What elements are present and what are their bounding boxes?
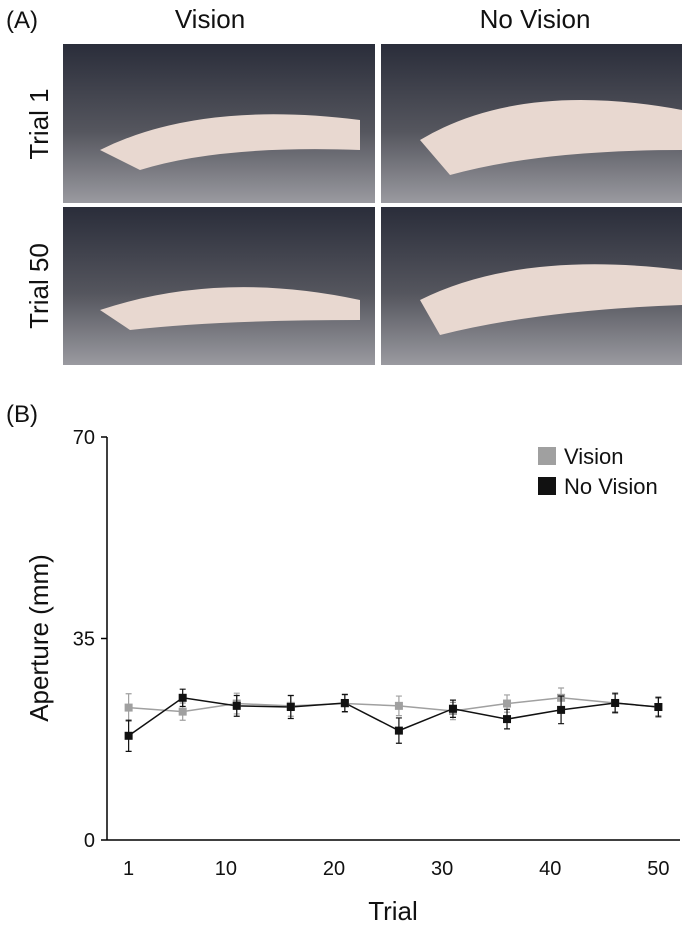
figure-canvas: (A) Vision No Vision Trial 1 Trial 50 (B… [0,0,682,931]
x-tick-label: 10 [215,858,237,880]
point [125,732,133,740]
legend-label: Vision [564,444,624,469]
point [557,706,565,714]
point [611,699,619,707]
x-tick-label: 20 [323,858,345,880]
panel-label: (A) [6,7,38,34]
series-line [129,698,659,712]
point [179,694,187,702]
legend-swatch [538,447,556,465]
photo [63,207,375,365]
point [179,708,187,716]
legend-label: No Vision [564,474,658,499]
y-tick-label: 0 [84,830,95,852]
point [341,699,349,707]
point [654,703,662,711]
x-axis-label: Trial [368,896,418,926]
y-tick-label: 35 [73,629,95,651]
x-tick-label: 30 [431,858,453,880]
x-tick-label: 40 [539,858,561,880]
y-tick-label: 70 [73,427,95,449]
row-label: Trial 1 [24,88,54,159]
panel-label: (B) [6,401,38,428]
point [449,705,457,713]
legend-swatch [538,477,556,495]
row-label: Trial 50 [24,243,54,329]
point [503,715,511,723]
photos [63,44,682,365]
y-axis-label: Aperture (mm) [24,554,54,722]
point [395,727,403,735]
x-tick-label: 1 [123,858,134,880]
figure: (A) Vision No Vision Trial 1 Trial 50 (B… [0,0,682,931]
column-label: Vision [175,4,245,34]
point [287,703,295,711]
column-label: No Vision [480,4,591,34]
point [503,700,511,708]
series-line [129,698,659,736]
x-tick-label: 50 [647,858,669,880]
point [125,704,133,712]
point [395,702,403,710]
point [233,702,241,710]
